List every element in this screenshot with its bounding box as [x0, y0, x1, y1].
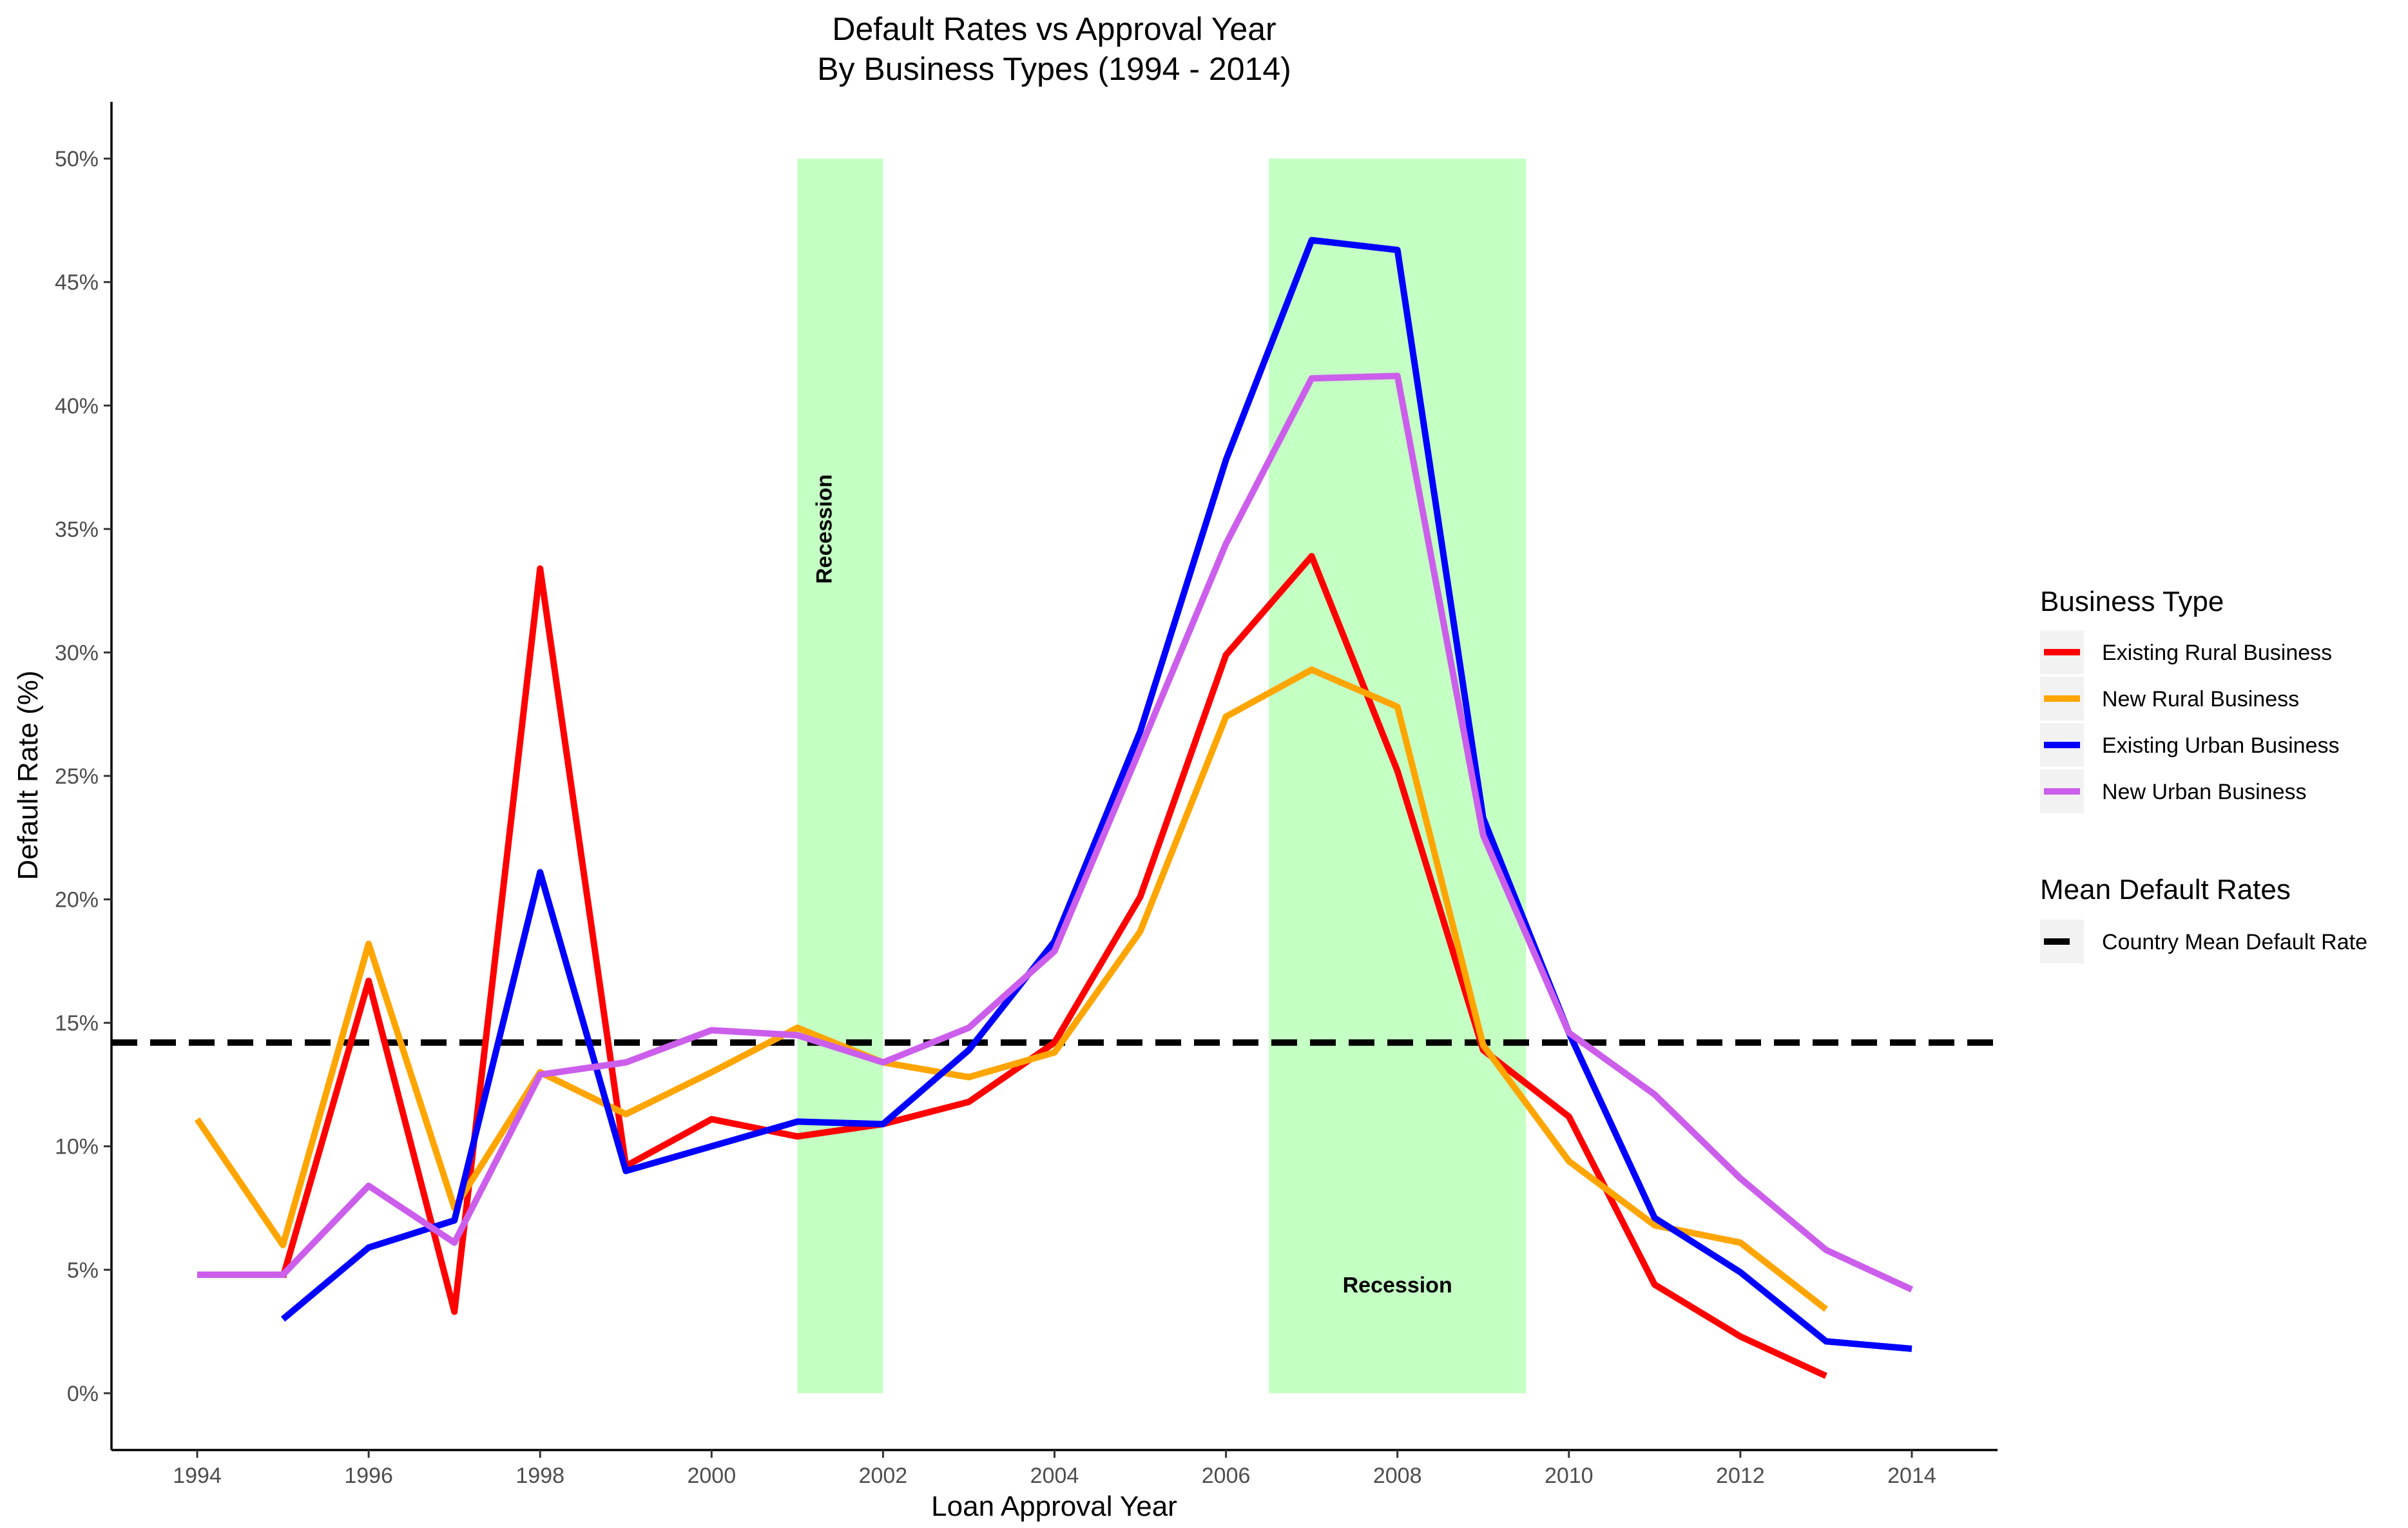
legend-label-existing-rural-business: Existing Rural Business	[2102, 641, 2332, 665]
x-tick-label: 2014	[1887, 1464, 1936, 1488]
y-tick-label: 30%	[55, 641, 99, 665]
x-tick-label: 2002	[859, 1464, 908, 1488]
recession-bands: Recession Recession	[797, 159, 1527, 1393]
x-tick-label: 1994	[173, 1464, 222, 1488]
series-line-existing-rural-business	[280, 553, 1827, 1379]
legend-title-business-type: Business Type	[2040, 586, 2224, 617]
series-line-existing-urban-business	[280, 237, 1912, 1352]
x-tick-label: 2008	[1373, 1464, 1422, 1488]
y-tick-label: 35%	[55, 517, 99, 542]
y-tick-label: 45%	[55, 271, 99, 295]
x-tick-label: 2012	[1716, 1464, 1765, 1488]
x-tick-label: 2000	[687, 1464, 736, 1488]
legend-title-mean-default: Mean Default Rates	[2040, 874, 2291, 905]
legend-label-new-urban-business: New Urban Business	[2102, 780, 2306, 804]
y-ticks: 0% 5% 10% 15% 20% 25% 30% 35% 40% 45% 50%	[55, 147, 111, 1406]
legend: Business Type Existing Rural Business New…	[2040, 586, 2367, 963]
x-tick-label: 1996	[344, 1464, 393, 1488]
recession-label-1: Recession	[813, 474, 837, 584]
x-ticks: 1994 1996 1998 2000 2002 2004 2006 2008 2010 2012…	[173, 1450, 1936, 1488]
y-tick-label: 15%	[55, 1011, 99, 1036]
series-lines	[194, 237, 1914, 1379]
legend-mean-items: Country Mean Default Rate	[2040, 920, 2367, 963]
x-axis-label: Loan Approval Year	[931, 1491, 1177, 1522]
y-tick-label: 25%	[55, 764, 99, 789]
x-tick-label: 2010	[1545, 1464, 1594, 1488]
y-tick-label: 10%	[55, 1135, 99, 1159]
y-tick-label: 20%	[55, 888, 99, 913]
legend-label-existing-urban-business: Existing Urban Business	[2102, 733, 2340, 758]
y-axis-label: Default Rate (%)	[12, 670, 44, 880]
x-tick-label: 1998	[515, 1464, 564, 1488]
legend-label-country-mean-default-rate: Country Mean Default Rate	[2102, 930, 2367, 954]
x-tick-label: 2004	[1030, 1464, 1079, 1488]
y-tick-label: 5%	[67, 1258, 99, 1282]
recession-label-2: Recession	[1343, 1273, 1452, 1297]
chart-title: Default Rates vs Approval Year	[832, 11, 1276, 47]
y-tick-label: 50%	[55, 147, 99, 171]
chart-subtitle: By Business Types (1994 - 2014)	[817, 51, 1291, 87]
legend-business-items: Existing Rural Business New Rural Busines…	[2040, 630, 2340, 813]
y-tick-label: 40%	[55, 394, 99, 418]
series-line-new-urban-business	[197, 372, 1914, 1293]
legend-label-new-rural-business: New Rural Business	[2102, 687, 2299, 711]
y-tick-label: 0%	[67, 1382, 99, 1406]
series-line-new-rural-business	[194, 666, 1828, 1312]
recession-band-1	[797, 159, 883, 1393]
x-tick-label: 2006	[1202, 1464, 1251, 1488]
